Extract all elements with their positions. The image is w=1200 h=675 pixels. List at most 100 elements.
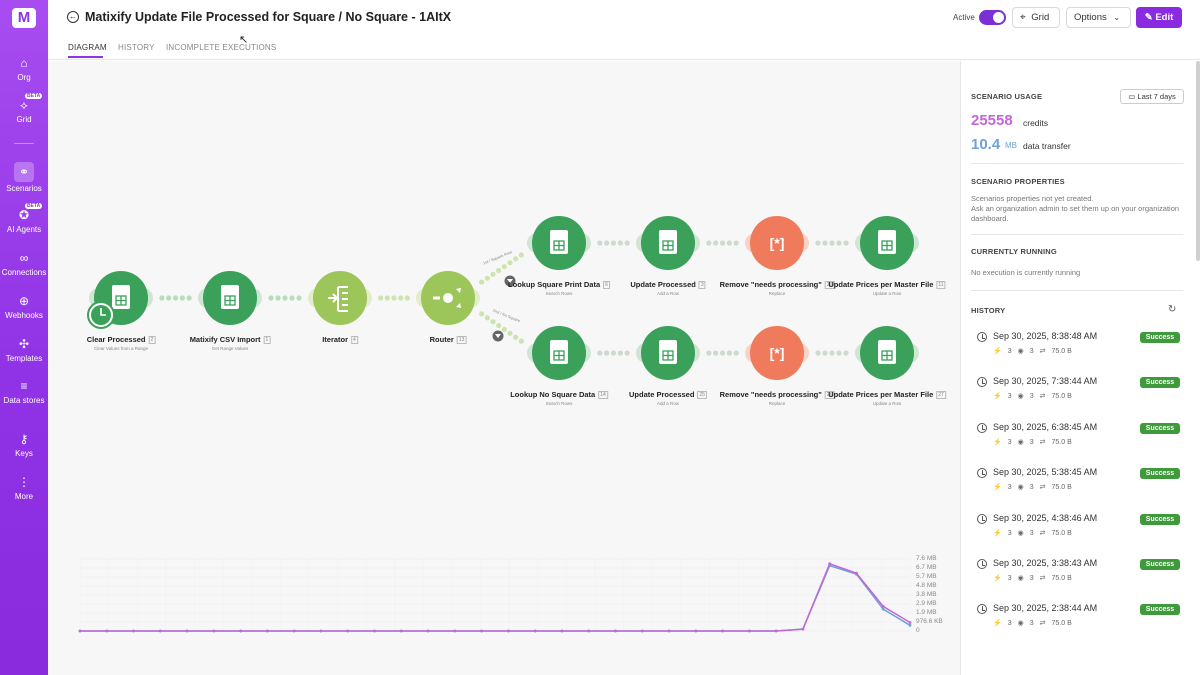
operations-icon: ⚡ bbox=[993, 620, 1002, 628]
operations-count: 3 bbox=[1007, 620, 1012, 628]
date-range-label: Last 7 days bbox=[1137, 92, 1176, 101]
puzzle-icon: ✣ bbox=[18, 337, 30, 351]
sidebar-item-label: More bbox=[14, 492, 34, 501]
chart-point bbox=[292, 629, 296, 633]
sidebar-item-label: AI Agents bbox=[6, 225, 42, 234]
operations-icon: ⚡ bbox=[993, 575, 1002, 582]
sidebar-item-webhooks[interactable]: ⊕ Webhooks bbox=[0, 293, 48, 320]
text-replace-icon: [*] bbox=[770, 235, 785, 251]
chart-point bbox=[158, 629, 162, 633]
chart-point bbox=[908, 621, 912, 624]
history-row[interactable]: Sep 30, 2025, 2:38:44 AM Success ⚡ 3 ◉ 3 ⇄ 75.0… bbox=[975, 601, 1185, 641]
refresh-icon[interactable]: ↻ bbox=[1168, 304, 1177, 315]
transfer-size: 75.0 B bbox=[1051, 393, 1072, 401]
module-router[interactable] bbox=[416, 271, 480, 325]
transfer-size: 75.0 B bbox=[1051, 438, 1072, 446]
sidebar-item-keys[interactable]: ⚷ Keys bbox=[0, 431, 48, 458]
scenario-canvas[interactable]: [*] [*] Clear Processed 2 Clear Values from… bbox=[48, 61, 960, 675]
module-label: Remove "needs processing" 20 Replace bbox=[720, 280, 835, 296]
status-badge: Success bbox=[1140, 422, 1180, 434]
edit-button[interactable]: ✎ Edit bbox=[1136, 7, 1182, 28]
module-label: Update Processed 3 Add a Row bbox=[630, 280, 706, 296]
panel-scrollbar[interactable] bbox=[1196, 61, 1200, 261]
history-row[interactable]: Sep 30, 2025, 8:38:48 AM Success ⚡ 3 ◉ 3 ⇄ 75.0… bbox=[975, 329, 1185, 369]
sidebar-item-connections[interactable]: ∞ Connections bbox=[0, 250, 48, 277]
module-iter[interactable] bbox=[308, 271, 372, 325]
pencil-icon: ✎ bbox=[1144, 12, 1153, 23]
module-title: Remove "needs processing" bbox=[719, 390, 822, 399]
link-icon: ∞ bbox=[19, 251, 29, 265]
status-badge: Success bbox=[1140, 468, 1180, 480]
operations-count: 3 bbox=[1007, 348, 1012, 355]
module-upm1[interactable] bbox=[855, 216, 919, 270]
history-date: Sep 30, 2025, 6:38:45 AM bbox=[993, 421, 1098, 432]
history-row[interactable]: Sep 30, 2025, 7:38:44 AM Success ⚡ 3 ◉ 3 ⇄ 75.0… bbox=[975, 374, 1185, 414]
filter-icon-bottom[interactable] bbox=[492, 330, 504, 342]
clock-icon bbox=[977, 332, 987, 342]
active-label: Active bbox=[953, 13, 975, 22]
sidebar-item-grid[interactable]: ⟡ BETA Grid bbox=[0, 93, 48, 124]
sidebar-divider bbox=[14, 143, 34, 144]
grid-icon: ⟡ bbox=[20, 98, 28, 112]
chart-y-tick: 0 bbox=[916, 627, 920, 634]
transfer-icon: ⇄ bbox=[1039, 575, 1046, 582]
chart-series-line bbox=[80, 562, 911, 632]
operations-count: 3 bbox=[1007, 484, 1012, 492]
history-meta: ⚡ 3 ◉ 3 ⇄ 75.0 B bbox=[993, 392, 1078, 400]
beta-badge: BETA bbox=[25, 203, 43, 209]
sidebar-item-data-stores[interactable]: ≡ Data stores bbox=[0, 378, 48, 405]
history-row[interactable]: Sep 30, 2025, 6:38:45 AM Success ⚡ 3 ◉ 3 ⇄ 75.0… bbox=[975, 420, 1185, 460]
active-toggle[interactable] bbox=[979, 10, 1006, 25]
sidebar-item-templates[interactable]: ✣ Templates bbox=[0, 336, 48, 363]
mouse-cursor-icon: ↖ bbox=[239, 34, 249, 46]
transfer-size: 75.0 B bbox=[1051, 529, 1072, 537]
status-badge: Success bbox=[1140, 513, 1180, 525]
module-rm1[interactable]: [*] bbox=[745, 216, 809, 270]
module-lnsq[interactable] bbox=[527, 326, 591, 380]
history-title: HISTORY bbox=[971, 306, 1006, 315]
module-up1[interactable] bbox=[636, 216, 700, 270]
chart-point bbox=[319, 629, 323, 633]
module-subtitle: Update a Row bbox=[872, 401, 902, 407]
module-upm2[interactable] bbox=[855, 326, 919, 380]
date-range-button[interactable]: ▭ Last 7 days bbox=[1120, 89, 1184, 104]
sidebar-item-scenarios[interactable]: ⚭ Scenarios bbox=[0, 162, 48, 193]
chart-point bbox=[587, 629, 591, 633]
grid-button[interactable]: ⌖ Grid bbox=[1012, 7, 1060, 28]
chart-point bbox=[640, 629, 644, 633]
options-button[interactable]: Options ⌄ bbox=[1066, 7, 1131, 28]
data-ops-count: 3 bbox=[1029, 529, 1034, 537]
module-title: Remove "needs processing" bbox=[719, 280, 822, 289]
module-lsq[interactable] bbox=[527, 216, 591, 270]
tab-diagram[interactable]: DIAGRAM bbox=[68, 43, 107, 52]
chart-y-tick: 4.8 MB bbox=[916, 582, 937, 589]
history-row[interactable]: Sep 30, 2025, 4:38:46 AM Success ⚡ 3 ◉ 3 ⇄ 75.0… bbox=[975, 511, 1185, 551]
tab-history[interactable]: HISTORY bbox=[118, 43, 155, 52]
module-csv[interactable] bbox=[198, 271, 262, 325]
usage-chart bbox=[78, 558, 912, 633]
module-title: Router bbox=[429, 335, 454, 344]
filter-icon-top[interactable] bbox=[504, 275, 516, 287]
sidebar-item-org[interactable]: ⌂ Org bbox=[0, 55, 48, 82]
transfer-icon: ⇄ bbox=[1039, 393, 1046, 401]
schedule-clock-icon[interactable] bbox=[87, 301, 115, 329]
chart-point bbox=[105, 629, 109, 633]
module-up2[interactable] bbox=[636, 326, 700, 380]
module-rm2[interactable]: [*] bbox=[745, 326, 809, 380]
chart-point bbox=[855, 571, 858, 575]
transfer-size: 75.0 B bbox=[1051, 575, 1072, 582]
tab-incomplete-executions[interactable]: INCOMPLETE EXECUTIONS bbox=[166, 43, 277, 52]
history-row[interactable]: Sep 30, 2025, 5:38:45 AM Success ⚡ 3 ◉ 3 ⇄ 75.0… bbox=[975, 465, 1185, 505]
sidebar-item-more[interactable]: ⋮ More bbox=[0, 474, 48, 501]
scenario-diagram: [*] [*] bbox=[78, 216, 919, 633]
data-ops-count: 3 bbox=[1029, 393, 1034, 401]
module-title: Clear Processed bbox=[86, 335, 146, 344]
operations-count: 3 bbox=[1007, 529, 1012, 537]
make-logo[interactable]: M bbox=[12, 8, 36, 28]
data-icon: ◉ bbox=[1017, 620, 1024, 628]
history-row[interactable]: Sep 30, 2025, 3:38:43 AM Success ⚡ 3 ◉ 3 ⇄ 75.0… bbox=[975, 556, 1185, 596]
back-arrow-icon[interactable]: ← bbox=[67, 11, 79, 23]
sidebar-item-ai-agents[interactable]: ✪ BETA AI Agents bbox=[0, 203, 48, 234]
module-title: Lookup Square Print Data bbox=[508, 280, 601, 289]
chart-y-tick: 7.6 MB bbox=[916, 555, 937, 562]
